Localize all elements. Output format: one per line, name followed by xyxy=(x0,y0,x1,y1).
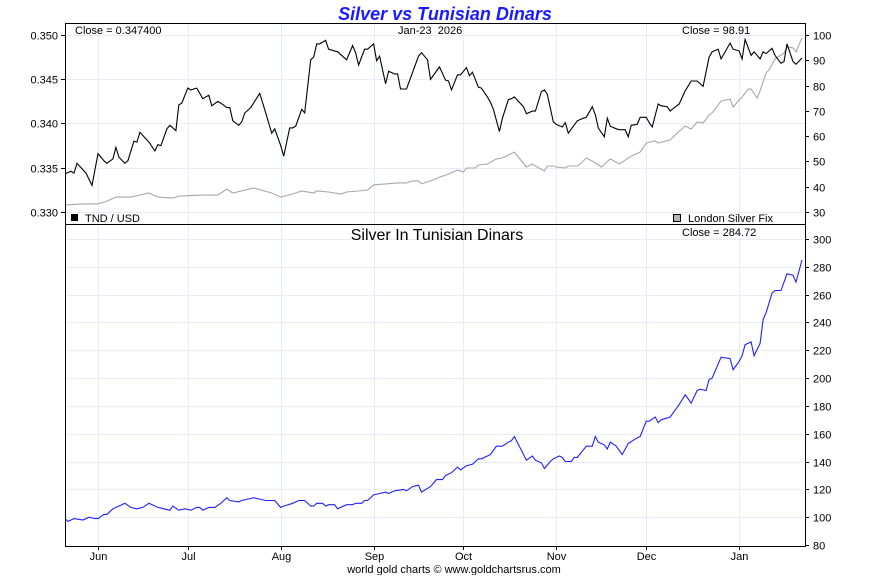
x-tick-label: Jun xyxy=(90,551,108,563)
gridlines xyxy=(66,24,805,546)
y-right-tick-label: 280 xyxy=(813,263,831,275)
y-left-tick-label: 0.350 xyxy=(30,31,58,43)
legend-label-tnd: TND / USD xyxy=(85,213,140,225)
x-tick-label: Jan xyxy=(731,551,749,563)
chart-title: Silver vs Tunisian Dinars xyxy=(338,4,552,24)
x-tick-label: Oct xyxy=(455,551,472,563)
y-left-tick-label: 0.345 xyxy=(30,75,58,87)
bottom-panel-title: Silver In Tunisian Dinars xyxy=(351,227,524,244)
y-right-tick-label: 40 xyxy=(813,183,825,195)
y-right-tick-label: 80 xyxy=(813,82,825,94)
legend-swatch-tnd xyxy=(71,214,78,221)
x-tick-label: Sep xyxy=(365,551,385,563)
legend-label-silver-fix: London Silver Fix xyxy=(688,213,773,225)
y-right-tick-label: 70 xyxy=(813,107,825,119)
y-right-tick-label: 180 xyxy=(813,402,831,414)
london-silver-fix-line xyxy=(64,37,803,206)
silver-tnd-close-label: Close = 284.72 xyxy=(682,227,756,239)
y-left-tick-label: 0.340 xyxy=(30,119,58,131)
y-right-tick-label: 160 xyxy=(813,430,831,442)
series-lines xyxy=(64,37,803,523)
x-tick-label: Aug xyxy=(272,551,292,563)
y-right-tick-label: 140 xyxy=(813,458,831,470)
silver-in-tnd-line xyxy=(64,259,803,523)
y-right-tick-label: 60 xyxy=(813,132,825,144)
y-right-tick-label: 120 xyxy=(813,485,831,497)
x-tick-label: Nov xyxy=(547,551,567,563)
y-right-tick-label: 200 xyxy=(813,374,831,386)
y-right-tick-label: 30 xyxy=(813,208,825,220)
y-right-tick-label: 260 xyxy=(813,291,831,303)
date-label: Jan-23 2026 xyxy=(398,25,462,37)
axis-ticks: Jun Jul Aug Sep Oct Nov Dec Jan 0.330 0.335 0.340 0… xyxy=(30,31,831,564)
y-left-tick-label: 0.330 xyxy=(30,208,58,220)
y-right-tick-label: 220 xyxy=(813,346,831,358)
tnd-close-label: Close = 0.347400 xyxy=(75,25,162,37)
plot-frame xyxy=(65,23,806,547)
y-left-tick-label: 0.335 xyxy=(30,164,58,176)
x-tick-label: Jul xyxy=(181,551,195,563)
tnd-usd-line xyxy=(64,37,803,188)
legend-swatch-silver-fix xyxy=(673,214,681,222)
y-right-tick-label: 50 xyxy=(813,157,825,169)
y-right-tick-label: 300 xyxy=(813,235,831,247)
y-right-tick-label: 80 xyxy=(813,541,825,553)
y-right-tick-label: 240 xyxy=(813,318,831,330)
silver-fix-close-label: Close = 98.91 xyxy=(682,25,750,37)
y-right-tick-label: 100 xyxy=(813,513,831,525)
x-tick-label: Dec xyxy=(637,551,657,563)
y-right-tick-label: 90 xyxy=(813,56,825,68)
y-right-tick-label: 100 xyxy=(813,31,831,43)
footer-credit: world gold charts © www.goldchartsrus.co… xyxy=(346,564,561,575)
